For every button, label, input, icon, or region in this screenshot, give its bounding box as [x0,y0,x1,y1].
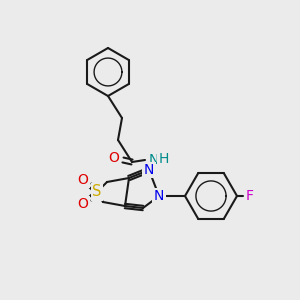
Text: S: S [92,184,102,200]
Text: N: N [149,153,159,167]
Text: N: N [144,163,154,177]
Text: O: O [109,151,119,165]
Text: F: F [246,189,254,203]
Text: O: O [78,197,88,211]
Text: O: O [78,173,88,187]
Text: N: N [154,189,164,203]
Text: H: H [159,152,169,166]
